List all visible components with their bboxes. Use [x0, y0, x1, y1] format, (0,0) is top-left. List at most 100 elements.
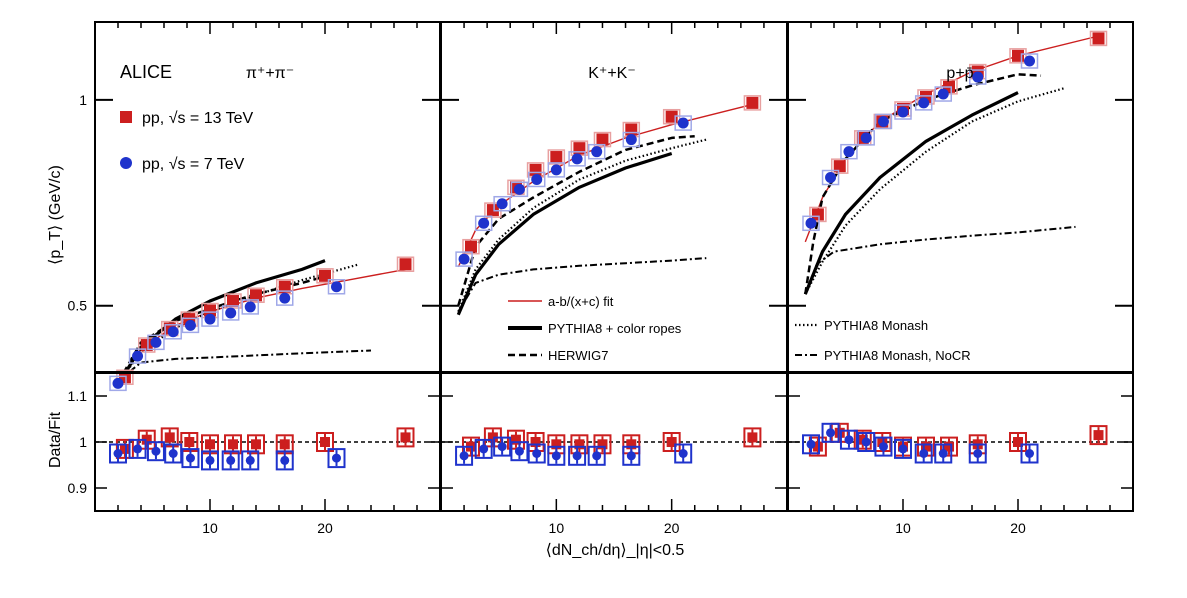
- ratio-syst-box: [455, 445, 474, 466]
- ratio-syst-box: [622, 445, 641, 466]
- ratio-syst-box: [474, 438, 493, 459]
- ratio-point-13tev: [1013, 437, 1023, 447]
- ratio-point-7tev: [861, 437, 871, 447]
- data-point-13tev: [550, 151, 563, 164]
- ratio-syst-box: [327, 448, 346, 469]
- data-point-7tev: [937, 88, 949, 100]
- y-axis-label-top: ⟨p_T⟩ (GeV/c): [47, 165, 64, 265]
- ratio-syst-box: [396, 427, 415, 448]
- data-point-13tev: [464, 240, 477, 253]
- model-curve-thick: [116, 259, 326, 386]
- ratio-point-7tev: [459, 451, 469, 461]
- data-point-13tev: [227, 295, 239, 308]
- data-point-7tev: [167, 326, 179, 338]
- syst-box: [164, 324, 182, 340]
- legend-data: pp, √s = 13 TeV pp, √s = 7 TeV: [120, 110, 254, 173]
- legend-label-dotted: PYTHIA8 Monash: [824, 318, 928, 333]
- ratio-point-13tev: [666, 437, 677, 447]
- syst-box: [462, 238, 480, 255]
- syst-box: [527, 171, 546, 188]
- ratio-point-7tev: [205, 455, 215, 465]
- ratio-syst-box: [181, 448, 200, 469]
- ratio-syst-box: [839, 429, 858, 450]
- x-tick-label: 20: [317, 520, 333, 536]
- syst-box: [396, 256, 415, 272]
- ratio-point-7tev: [185, 453, 195, 463]
- ratio-point-7tev: [113, 449, 123, 458]
- syst-box: [493, 195, 511, 212]
- ratio-point-13tev: [597, 439, 608, 450]
- syst-box: [316, 268, 334, 284]
- model-curve-dotted: [457, 138, 707, 313]
- ratio-syst-box: [1089, 425, 1108, 446]
- ratio-point-13tev: [530, 437, 541, 447]
- syst-box: [874, 113, 893, 130]
- model-curve-thick: [456, 151, 673, 316]
- model-curve-dashed: [116, 275, 326, 384]
- ratio-point-7tev: [938, 449, 948, 458]
- syst-box: [510, 181, 529, 198]
- syst-box: [221, 305, 240, 321]
- ratio-syst-box: [241, 450, 260, 471]
- data-point-7tev: [279, 292, 291, 304]
- data-point-7tev: [918, 97, 930, 109]
- syst-box: [934, 86, 952, 102]
- data-point-7tev: [225, 307, 237, 319]
- ratio-point-7tev: [592, 451, 602, 461]
- syst-box: [327, 279, 346, 295]
- data-point-7tev: [972, 71, 984, 83]
- x-tick-label: 20: [1010, 520, 1026, 536]
- ratio-syst-box: [857, 432, 876, 452]
- ratio-point-7tev: [898, 444, 908, 454]
- panel-3: [788, 30, 1133, 464]
- syst-box: [455, 251, 473, 267]
- legend-label-thick: PYTHIA8 + color ropes: [548, 321, 682, 336]
- ratio-point-13tev: [320, 437, 330, 447]
- ratio-point-13tev: [279, 439, 290, 450]
- x-axis-label: ⟨dN_ch/dη⟩_|η|<0.5: [546, 542, 685, 559]
- ratio-syst-box: [587, 445, 606, 466]
- data-point-13tev: [118, 371, 131, 384]
- data-point-7tev: [496, 198, 508, 210]
- syst-box: [201, 311, 219, 327]
- ratio-point-13tev: [747, 432, 758, 443]
- data-point-7tev: [825, 172, 837, 184]
- ratio-point-13tev: [487, 432, 498, 443]
- panel-2: [441, 95, 787, 466]
- ratio-point-13tev: [228, 439, 238, 450]
- data-point-7tev: [531, 173, 543, 185]
- data-point-13tev: [278, 280, 291, 293]
- ratio-point-13tev: [921, 441, 931, 452]
- data-point-7tev: [478, 217, 490, 229]
- syst-box: [181, 317, 200, 334]
- panel-title-protons: p+p̄: [946, 65, 973, 82]
- data-point-13tev: [140, 339, 153, 352]
- syst-box: [914, 95, 933, 111]
- ratio-syst-box: [853, 429, 872, 450]
- data-point-7tev: [591, 146, 603, 158]
- ratio-syst-box: [662, 432, 681, 452]
- y-tick-label: 0.5: [68, 298, 88, 314]
- ratio-syst-box: [275, 450, 294, 471]
- ratio-syst-box: [547, 445, 566, 466]
- syst-box: [857, 130, 875, 146]
- ratio-point-13tev: [551, 439, 562, 450]
- ratio-point-7tev: [678, 449, 688, 458]
- ratio-syst-box: [164, 443, 183, 464]
- ratio-syst-box: [802, 434, 820, 455]
- ratio-point-7tev: [245, 455, 255, 465]
- ratio-syst-box: [115, 438, 134, 459]
- panel-title-pions: π⁺+π⁻: [246, 65, 294, 82]
- syst-box: [622, 131, 641, 148]
- legend-label-dashed: HERWIG7: [548, 348, 608, 363]
- syst-box: [547, 162, 566, 178]
- model-curve-dashdot: [804, 225, 1076, 295]
- syst-box: [840, 143, 858, 160]
- frame-layer: 10 20 0.5 1 0.9 1 1.1 10 20 10 20: [68, 21, 1134, 536]
- syst-box: [116, 369, 134, 385]
- ratio-point-7tev: [806, 439, 816, 449]
- syst-box: [474, 215, 493, 232]
- data-point-13tev: [596, 133, 609, 146]
- ratio-point-7tev: [280, 455, 290, 465]
- data-point-7tev: [571, 153, 583, 165]
